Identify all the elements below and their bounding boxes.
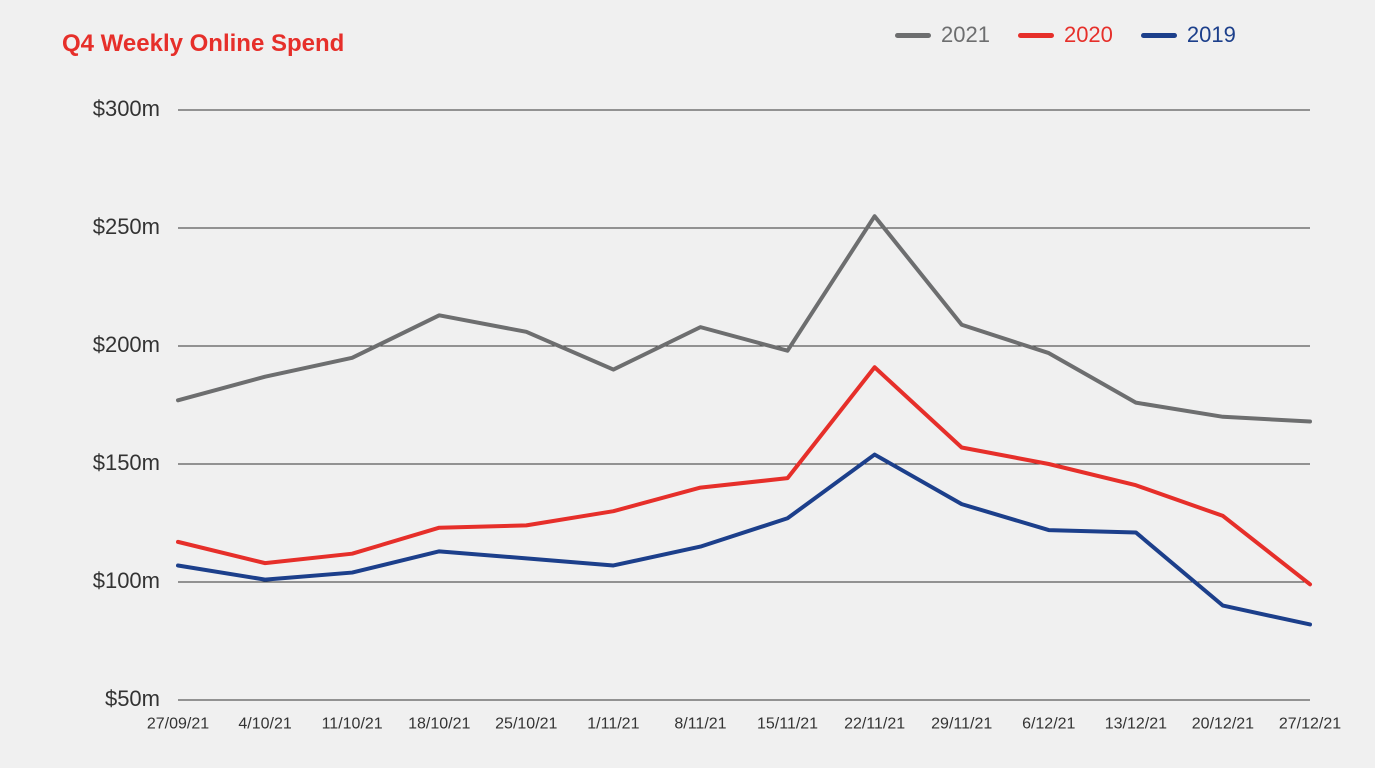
- y-tick-label: $150m: [93, 450, 160, 475]
- series-line-2019: [178, 455, 1310, 625]
- chart-svg: $50m $100m $150m $200m $250m $300m 27/09/21 4/1…: [0, 0, 1375, 768]
- y-tick-label: $300m: [93, 96, 160, 121]
- y-tick-label: $100m: [93, 568, 160, 593]
- series-line-2021: [178, 216, 1310, 421]
- y-tick-label: $250m: [93, 214, 160, 239]
- x-tick-label: 25/10/21: [495, 715, 557, 732]
- series-line-2020: [178, 367, 1310, 584]
- x-tick-label: 11/10/21: [322, 715, 383, 732]
- x-tick-label: 29/11/21: [931, 715, 992, 732]
- x-tick-label: 18/10/21: [408, 715, 470, 732]
- chart-container: Q4 Weekly Online Spend 2021 2020 2019 $5…: [0, 0, 1375, 768]
- x-tick-label: 6/12/21: [1022, 715, 1075, 732]
- x-tick-label: 22/11/21: [844, 715, 905, 732]
- x-tick-label: 8/11/21: [674, 715, 726, 732]
- x-tick-label: 4/10/21: [238, 715, 291, 732]
- x-tick-label: 20/12/21: [1192, 715, 1254, 732]
- x-tick-label: 1/11/21: [587, 715, 639, 732]
- y-tick-label: $200m: [93, 332, 160, 357]
- x-tick-label: 27/12/21: [1279, 715, 1341, 732]
- x-tick-label: 27/09/21: [147, 715, 209, 732]
- x-tick-label: 15/11/21: [757, 715, 818, 732]
- x-tick-label: 13/12/21: [1105, 715, 1167, 732]
- y-tick-label: $50m: [105, 686, 160, 711]
